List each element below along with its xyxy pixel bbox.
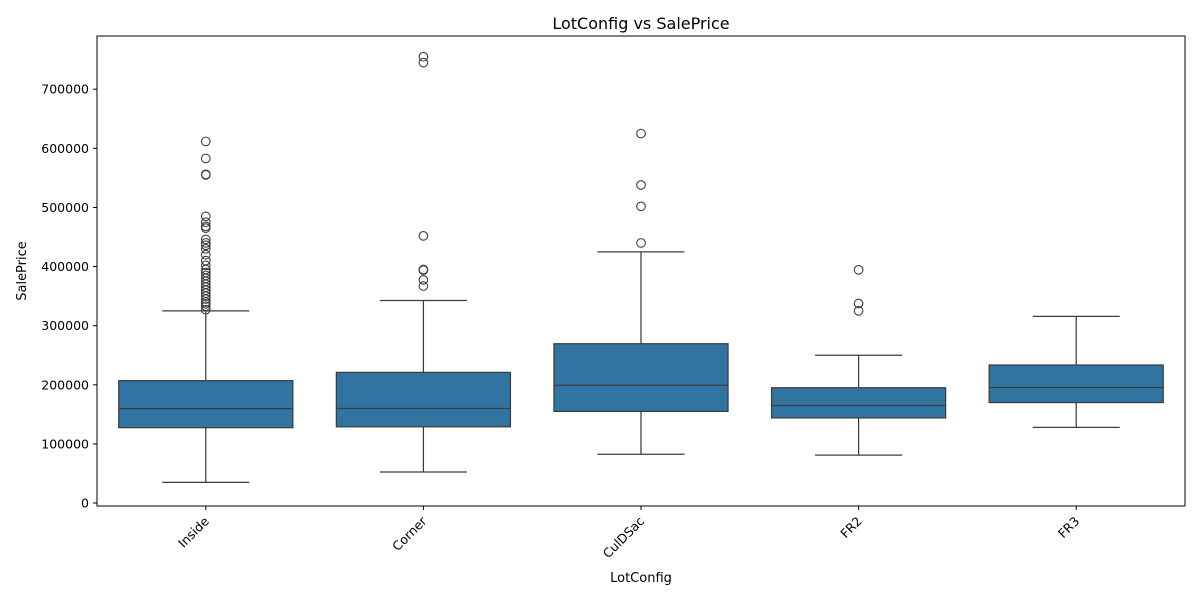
x-tick-label: FR2 <box>837 514 864 541</box>
x-tick-label: FR3 <box>1055 514 1082 541</box>
outlier-point <box>636 128 646 139</box>
y-tick-label: 700000 <box>41 82 89 97</box>
box-group-inside <box>118 136 294 484</box>
outlier-point <box>418 231 429 241</box>
box <box>988 364 1164 404</box>
y-tick-label: 400000 <box>41 259 89 274</box>
x-tick-label: CulDSac <box>600 513 648 561</box>
outlier-point <box>418 264 429 275</box>
outlier-point <box>200 249 211 260</box>
box <box>553 343 729 413</box>
outlier-point <box>200 169 211 180</box>
outlier-point <box>200 234 211 245</box>
outlier-point <box>200 153 211 164</box>
outlier-point <box>200 304 211 315</box>
outlier-point <box>200 238 211 248</box>
outlier-point <box>636 201 646 212</box>
y-tick-label: 100000 <box>41 436 89 451</box>
plot-frame <box>96 35 1186 507</box>
box-group-fr3 <box>988 315 1164 428</box>
outlier-point <box>853 306 864 316</box>
outlier-point <box>418 281 429 291</box>
x-tick-label: Inside <box>175 513 212 550</box>
x-axis-label: LotConfig <box>610 571 672 586</box>
outlier-point <box>200 267 211 278</box>
y-tick-label: 300000 <box>41 318 89 333</box>
box <box>118 380 294 429</box>
outlier-point <box>200 270 211 281</box>
outlier-point <box>200 301 211 312</box>
ticks-layer: 0 100000 200000 300000 400000 500000 600000 700… <box>41 82 1082 561</box>
outlier-point <box>200 217 211 228</box>
outlier-point <box>200 243 211 254</box>
outlier-point <box>418 51 429 62</box>
outlier-point <box>418 57 429 68</box>
outlier-point <box>636 180 646 190</box>
outlier-point <box>853 298 864 309</box>
chart-title: LotConfig vs SalePrice <box>552 14 729 33</box>
y-tick-label: 600000 <box>41 141 89 156</box>
y-tick-label: 500000 <box>41 200 89 215</box>
outlier-point <box>200 240 211 251</box>
outlier-point <box>200 136 211 147</box>
box <box>335 371 512 428</box>
outlier-point <box>636 238 646 248</box>
y-tick-label: 200000 <box>41 377 89 392</box>
outlier-point <box>853 265 864 275</box>
outlier-point <box>418 275 429 285</box>
outlier-point <box>200 260 211 271</box>
boxes-layer <box>118 51 1164 484</box>
box <box>770 387 947 419</box>
outlier-point <box>200 211 211 222</box>
box-group-fr2 <box>770 265 947 456</box>
outlier-point <box>200 255 211 266</box>
y-tick-label: 0 <box>81 496 89 511</box>
x-tick-label: Corner <box>389 513 430 554</box>
box-group-corner <box>335 51 512 473</box>
box-group-culdsac <box>553 128 729 455</box>
y-axis-label: SalePrice <box>15 241 30 301</box>
outlier-point <box>200 221 211 232</box>
